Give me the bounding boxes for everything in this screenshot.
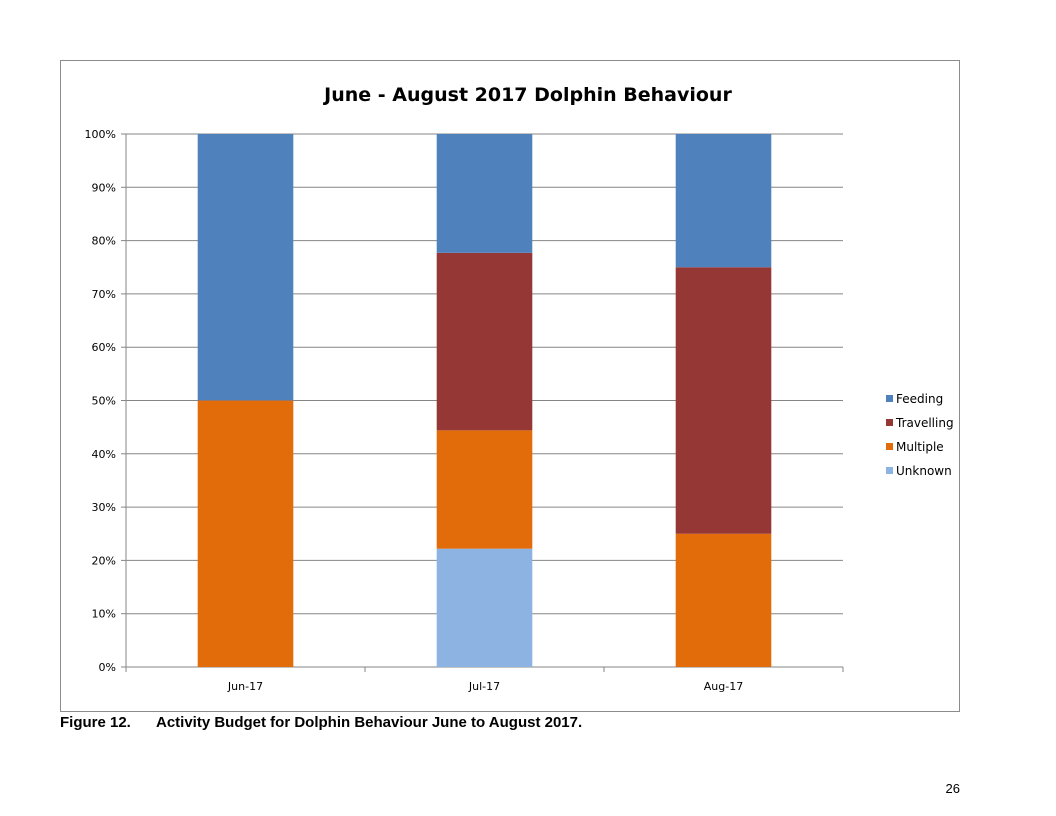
y-tick-label: 30% [92,501,116,514]
bar-multiple-jun-17 [197,400,294,667]
legend-label-feeding: Feeding [896,392,943,406]
y-tick-label: 40% [92,448,116,461]
page-number: 26 [945,781,960,796]
bar-feeding-jul-17 [436,134,533,253]
y-tick-label: 20% [92,554,116,567]
y-tick-label: 50% [92,395,116,408]
y-tick-label: 70% [92,288,116,301]
chart-title: June - August 2017 Dolphin Behaviour [324,84,732,106]
bar-feeding-aug-17 [675,134,772,268]
y-tick-label: 90% [92,181,116,194]
figure-caption-number: Figure 12. [60,714,131,731]
legend-swatch-multiple [886,443,893,450]
bar-multiple-aug-17 [675,533,772,667]
bar-unknown-jul-17 [436,548,533,667]
y-tick-label: 10% [92,608,116,621]
bar-travelling-jul-17 [436,252,533,431]
figure-caption-text: Activity Budget for Dolphin Behaviour Ju… [156,714,583,731]
legend-label-multiple: Multiple [896,440,944,454]
bar-feeding-jun-17 [197,134,294,401]
legend-swatch-unknown [886,467,893,474]
bar-travelling-aug-17 [675,267,772,534]
y-tick-label: 0% [99,661,116,674]
y-tick-label: 80% [92,235,116,248]
legend-label-travelling: Travelling [895,416,954,430]
figure-caption: Figure 12. Activity Budget for Dolphin Be… [60,714,582,731]
bar-multiple-jul-17 [436,430,533,549]
x-tick-label: Aug-17 [704,680,743,693]
legend-swatch-feeding [886,395,893,402]
legend-swatch-travelling [886,419,893,426]
legend-label-unknown: Unknown [896,464,952,478]
x-tick-label: Jun-17 [227,680,263,693]
x-tick-label: Jul-17 [468,680,500,693]
y-tick-label: 100% [85,128,116,141]
y-tick-label: 60% [92,341,116,354]
